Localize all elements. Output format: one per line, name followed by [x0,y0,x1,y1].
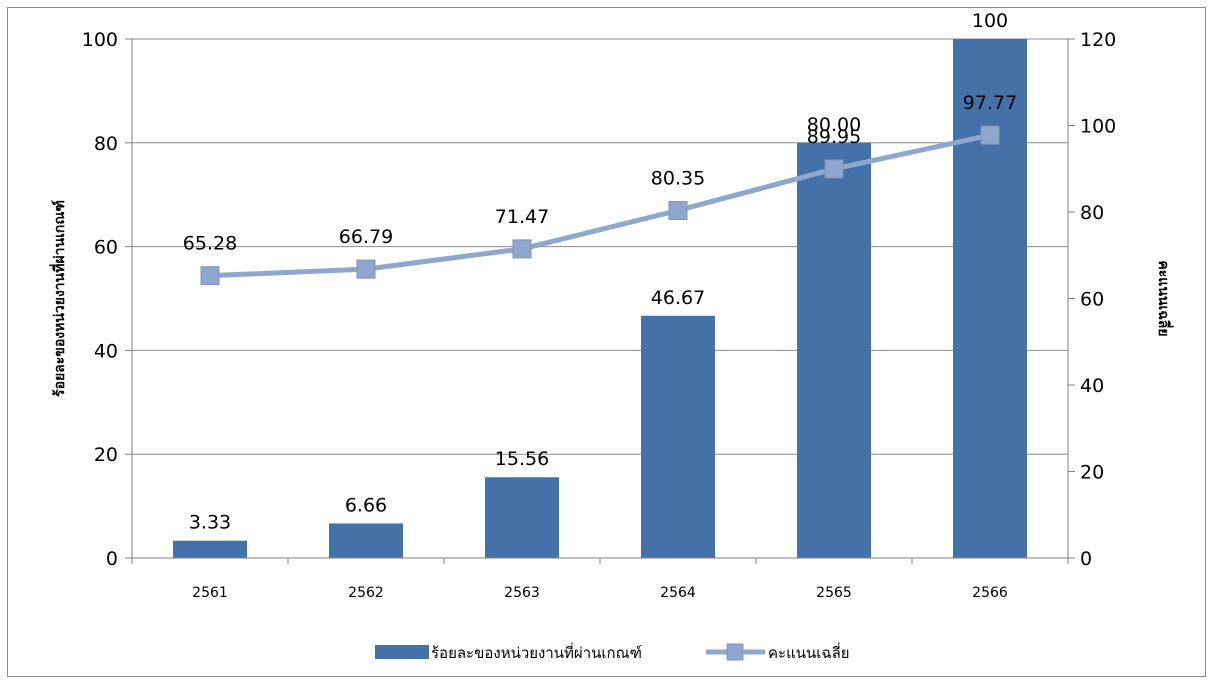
x-tick-label: 2563 [504,585,540,601]
bar-data-label: 3.33 [189,512,231,534]
bar-data-label: 6.66 [345,494,387,516]
line-data-label: 97.77 [963,92,1017,114]
line-series [200,125,1000,286]
gridlines [132,38,1068,455]
bar [485,477,559,558]
left-tick-label: 100 [82,29,118,51]
line-marker [512,239,532,259]
legend-line-label: คะแนนเฉลี่ย [768,642,850,662]
bar-data-label: 80.00 [807,114,861,136]
line-marker [668,200,688,220]
data-labels: 3.33 6.66 15.56 46.67 80.00 100 65.28 66.79 71.4… [183,10,1017,534]
line-marker [356,259,376,279]
bar-series [173,39,1027,559]
line-path [209,132,991,279]
left-tick-label: 40 [94,340,118,362]
right-tick-label: 40 [1080,375,1104,397]
line-data-label: 71.47 [495,206,549,228]
x-tick-label: 2566 [972,585,1008,601]
right-tick-label: 80 [1080,202,1104,224]
left-tick-label: 0 [106,548,118,570]
legend-bar-label: ร้อยละของหน่วยงานที่ผ่านเกณฑ์ [431,642,642,662]
x-tick-label: 2562 [348,585,384,601]
x-tick-label: 2565 [816,585,852,601]
left-axis-title: ร้อยละของหน่วยงานที่ผ่านเกณฑ์ [49,200,68,397]
x-tick-label: 2561 [192,585,228,601]
left-tick-label: 80 [94,133,118,155]
line-data-label: 89.95 [807,126,861,148]
right-tick-label: 100 [1080,116,1116,138]
axes: 0 20 40 60 80 100 0 20 40 60 80 100 120 2561 2562 2563 2… [49,29,1174,601]
legend-line-marker [726,643,744,661]
right-tick-label: 20 [1080,462,1104,484]
x-tick-label: 2564 [660,585,696,601]
bar [329,523,403,558]
bar [953,39,1027,558]
right-tick-label: 120 [1080,29,1116,51]
line-data-label: 66.79 [339,226,393,248]
right-tick-label: 0 [1080,548,1092,570]
bar [797,142,871,559]
line-marker [200,266,220,286]
line-data-label: 80.35 [651,167,705,189]
right-axis-title: คะแนนเฉลี่ย [1155,260,1174,336]
bar [173,540,247,558]
left-tick-label: 60 [94,237,118,259]
bar-data-label: 15.56 [495,448,549,470]
line-marker [980,125,1000,145]
bar-data-label: 100 [972,10,1008,32]
line-data-label: 65.28 [183,233,237,255]
right-tick-label: 60 [1080,289,1104,311]
legend-bar-swatch [375,645,429,659]
legend: ร้อยละของหน่วยงานที่ผ่านเกณฑ์ คะแนนเฉลี่ย [375,642,850,662]
left-tick-label: 20 [94,444,118,466]
bar [641,315,715,558]
bar-data-label: 46.67 [651,287,705,309]
line-marker [824,159,844,179]
